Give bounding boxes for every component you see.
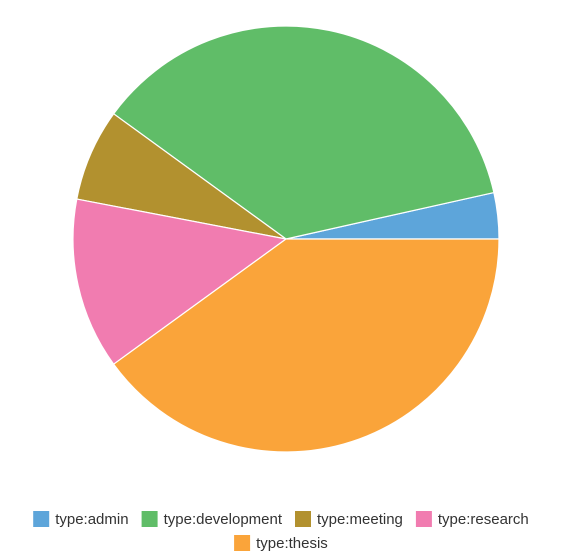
- legend-swatch-type-development: [141, 511, 158, 527]
- legend-item-type-development[interactable]: type:development: [141, 511, 283, 528]
- legend: type:admin type:development type:meeting ty…: [33, 511, 529, 552]
- legend-item-type-research[interactable]: type:research: [415, 511, 529, 528]
- legend-label-type-thesis: type:thesis: [256, 535, 328, 552]
- legend-label-type-meeting: type:meeting: [317, 511, 403, 528]
- pie-slice-type-research: [72, 198, 288, 366]
- pie-slice-type-thesis: [112, 238, 500, 453]
- legend-label-type-development: type:development: [164, 511, 283, 528]
- legend-swatch-type-admin: [33, 511, 50, 527]
- legend-label-type-admin: type:admin: [55, 511, 128, 528]
- legend-swatch-type-thesis: [234, 535, 251, 551]
- legend-swatch-type-research: [415, 511, 432, 527]
- legend-item-type-thesis[interactable]: type:thesis: [234, 535, 328, 552]
- legend-label-type-research: type:research: [438, 511, 529, 528]
- pie-slice-type-development: [112, 25, 495, 240]
- legend-item-type-meeting[interactable]: type:meeting: [295, 511, 403, 528]
- pie-slices: [72, 25, 500, 453]
- legend-item-type-admin[interactable]: type:admin: [33, 511, 129, 528]
- legend-swatch-type-meeting: [295, 511, 311, 527]
